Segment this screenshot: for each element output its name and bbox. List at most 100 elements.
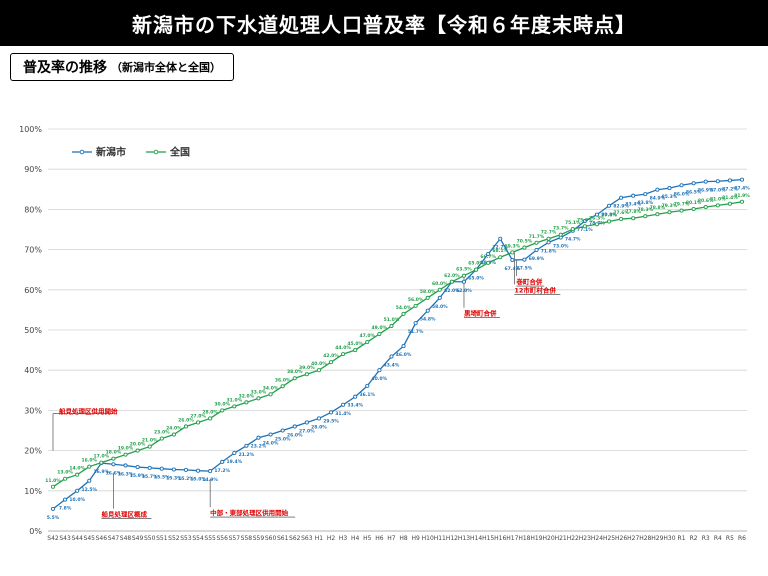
x-tick-label: H16: [494, 535, 506, 542]
data-label: 14.0%: [69, 466, 85, 472]
y-axis: 0% 10% 20% 30% 40% 50% 60% 70% 80% 90% 100%: [19, 125, 42, 536]
data-point: [594, 222, 599, 227]
coverage-line-chart: 0% 10% 20% 30% 40% 50% 60% 70% 80% 90% 100% S42 S43…: [19, 125, 750, 542]
x-tick-label: S53: [180, 535, 192, 542]
data-label: 11.0%: [45, 478, 61, 484]
x-tick-label: H15: [482, 535, 494, 542]
data-label: 87.2%: [722, 186, 738, 192]
x-tick-label: H1: [315, 535, 324, 542]
data-label: 24.0%: [263, 441, 279, 447]
data-point: [75, 472, 80, 477]
data-point: [99, 460, 104, 465]
data-point: [50, 484, 56, 489]
data-point: [63, 476, 68, 481]
data-label: 32.0%: [239, 393, 255, 399]
data-label: 42.0%: [323, 353, 339, 359]
data-label: 54.0%: [396, 305, 412, 311]
data-label: 25.0%: [275, 437, 291, 443]
data-label: 63.5%: [456, 267, 472, 273]
data-point: [365, 340, 370, 345]
data-label: 72.7%: [492, 245, 508, 251]
x-tick-label: H11: [434, 535, 446, 542]
data-label: 83.8%: [637, 200, 653, 206]
data-point: [727, 178, 732, 183]
y-tick-label: 0%: [29, 527, 42, 536]
data-label: 31.4%: [335, 411, 351, 417]
data-point: [715, 203, 720, 208]
x-tick-label: R3: [702, 535, 710, 542]
x-tick-label: S50: [144, 535, 156, 542]
data-label: 23.2%: [251, 444, 267, 450]
data-point: [691, 181, 696, 186]
x-tick-label: H3: [339, 535, 348, 542]
data-label: 47.0%: [359, 333, 375, 339]
data-point: [171, 467, 176, 472]
annotation-label: 12市町村合併: [514, 285, 556, 294]
data-label: 44.0%: [335, 345, 351, 351]
data-point: [510, 250, 515, 255]
x-tick-label: S60: [265, 535, 277, 542]
chart-series: 5.5%7.8%10.0%12.5%16.9%16.6%16.3%15.9%15…: [45, 177, 750, 521]
data-point: [449, 279, 454, 284]
data-label: 16.6%: [106, 470, 122, 476]
data-label: 69.3%: [505, 243, 521, 249]
data-point: [413, 303, 418, 308]
data-point: [232, 450, 237, 456]
data-point: [425, 295, 430, 300]
data-point: [232, 404, 237, 409]
data-point: [643, 192, 648, 197]
data-point: [594, 212, 599, 217]
data-label: 33.4%: [347, 403, 363, 409]
data-label: 84.9%: [650, 196, 666, 202]
data-label: 54.8%: [420, 317, 436, 323]
data-label: 67.5%: [517, 266, 533, 272]
data-label: 65.0%: [468, 276, 484, 282]
y-tick-label: 70%: [24, 246, 42, 255]
data-label: 83.4%: [625, 202, 641, 208]
data-point: [183, 424, 189, 429]
data-point: [558, 232, 563, 237]
data-point: [498, 255, 503, 260]
y-tick-label: 10%: [24, 487, 42, 496]
legend-swatch-marker: [153, 149, 159, 155]
data-point: [546, 236, 551, 241]
data-point: [655, 187, 660, 192]
data-label: 80.1%: [686, 200, 702, 206]
data-point: [159, 466, 164, 471]
data-label: 82.9%: [613, 204, 629, 210]
data-point: [171, 432, 176, 437]
data-point: [365, 383, 370, 388]
data-point: [292, 376, 297, 381]
data-point: [401, 344, 406, 349]
data-label: 73.7%: [553, 226, 569, 232]
data-label: 29.5%: [323, 418, 339, 424]
data-point: [304, 372, 309, 377]
data-point: [679, 183, 684, 188]
data-label: 76.3%: [589, 215, 605, 221]
data-point: [256, 396, 261, 401]
data-point: [196, 468, 201, 473]
data-label: 33.0%: [251, 389, 267, 395]
data-point: [159, 436, 164, 441]
x-tick-label: H8: [399, 535, 408, 542]
x-tick-label: H12: [446, 535, 458, 542]
data-point: [425, 308, 430, 313]
data-point: [87, 478, 92, 483]
data-point: [292, 424, 297, 429]
x-tick-label: H19: [530, 535, 542, 542]
data-label: 17.0%: [94, 454, 110, 460]
data-label: 80.9%: [601, 212, 617, 218]
data-label: 77.6%: [613, 210, 629, 216]
y-tick-label: 40%: [24, 366, 42, 375]
data-label: 36.0%: [275, 377, 291, 383]
x-axis: S42 S43 S44 S45 S46 S47 S48 S49 S50 S51 S52 S53 S54 S…: [47, 535, 746, 542]
data-label: 67.4%: [505, 266, 521, 272]
data-point: [316, 416, 321, 421]
data-point: [304, 420, 309, 425]
data-point: [377, 368, 382, 373]
data-label: 66.7%: [480, 254, 496, 260]
data-label: 36.1%: [359, 392, 375, 398]
x-tick-label: H30: [663, 535, 675, 542]
data-point: [401, 311, 406, 316]
